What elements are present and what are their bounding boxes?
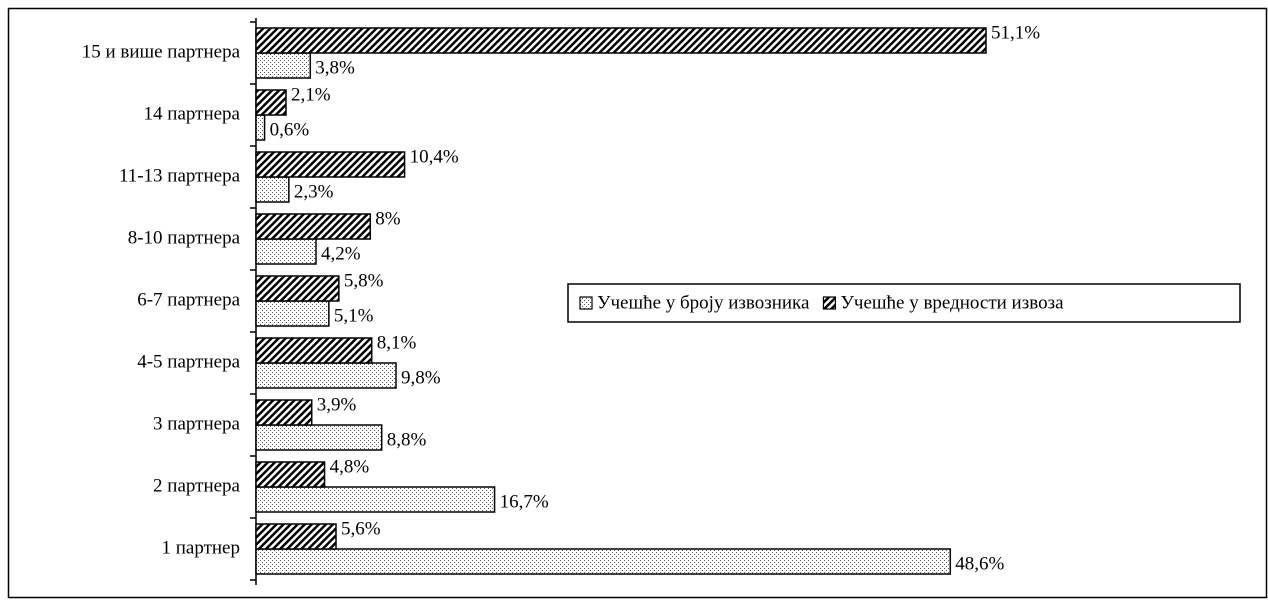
bar: [255, 424, 383, 451]
value-label: 2,3%: [294, 181, 334, 202]
legend-swatch: [822, 296, 837, 310]
value-label: 3,8%: [315, 57, 355, 78]
legend-box: [567, 283, 1241, 323]
value-label: 48,6%: [955, 553, 1004, 574]
bar: [255, 176, 290, 203]
value-label: 3,9%: [317, 394, 357, 415]
value-label: 9,8%: [401, 367, 441, 388]
value-label: 8%: [375, 208, 401, 229]
bar: [255, 362, 397, 389]
value-label: 10,4%: [410, 146, 459, 167]
value-label: 8,1%: [377, 332, 417, 353]
value-label: 2,1%: [291, 84, 331, 105]
bar: [255, 399, 313, 426]
bar: [255, 275, 340, 302]
bar: [255, 238, 317, 265]
bar: [255, 486, 496, 513]
chart-border: [7, 7, 1268, 599]
legend-label: Учешће у вредности извоза: [840, 292, 1064, 313]
bar: [255, 300, 330, 327]
bar: [255, 151, 406, 178]
y-tick-label: 15 и више партнера: [82, 41, 241, 62]
value-label: 5,8%: [344, 270, 384, 291]
bar: [255, 27, 987, 54]
value-label: 4,8%: [330, 456, 370, 477]
value-label: 5,1%: [334, 305, 374, 326]
value-label: 4,2%: [321, 243, 361, 264]
y-tick-label: 1 партнер: [161, 537, 240, 558]
legend: Учешће у броју извозника Учешће у вреднос…: [567, 283, 1241, 323]
y-tick-label: 11-13 партнера: [119, 165, 241, 186]
y-tick-label: 2 партнера: [153, 475, 241, 496]
value-label: 8,8%: [387, 429, 427, 450]
value-label: 0,6%: [270, 119, 310, 140]
bar: [255, 523, 337, 550]
y-tick-label: 6-7 партнера: [137, 289, 240, 310]
value-label: 5,6%: [341, 518, 381, 539]
bar: [255, 461, 326, 488]
legend-swatch: [579, 296, 593, 310]
value-label: 16,7%: [500, 491, 549, 512]
bar: [255, 213, 372, 240]
y-tick-label: 14 партнера: [144, 103, 241, 124]
bar: [255, 548, 952, 575]
y-tick-label: 3 партнера: [153, 413, 241, 434]
y-tick-label: 4-5 партнера: [137, 351, 240, 372]
bar: [255, 89, 287, 116]
y-tick-label: 8-10 партнера: [128, 227, 241, 248]
bar: [255, 52, 312, 79]
value-label: 51,1%: [991, 22, 1040, 43]
legend-label: Учешће у броју извозника: [597, 292, 810, 313]
bar: [255, 114, 266, 141]
bar: [255, 337, 373, 364]
